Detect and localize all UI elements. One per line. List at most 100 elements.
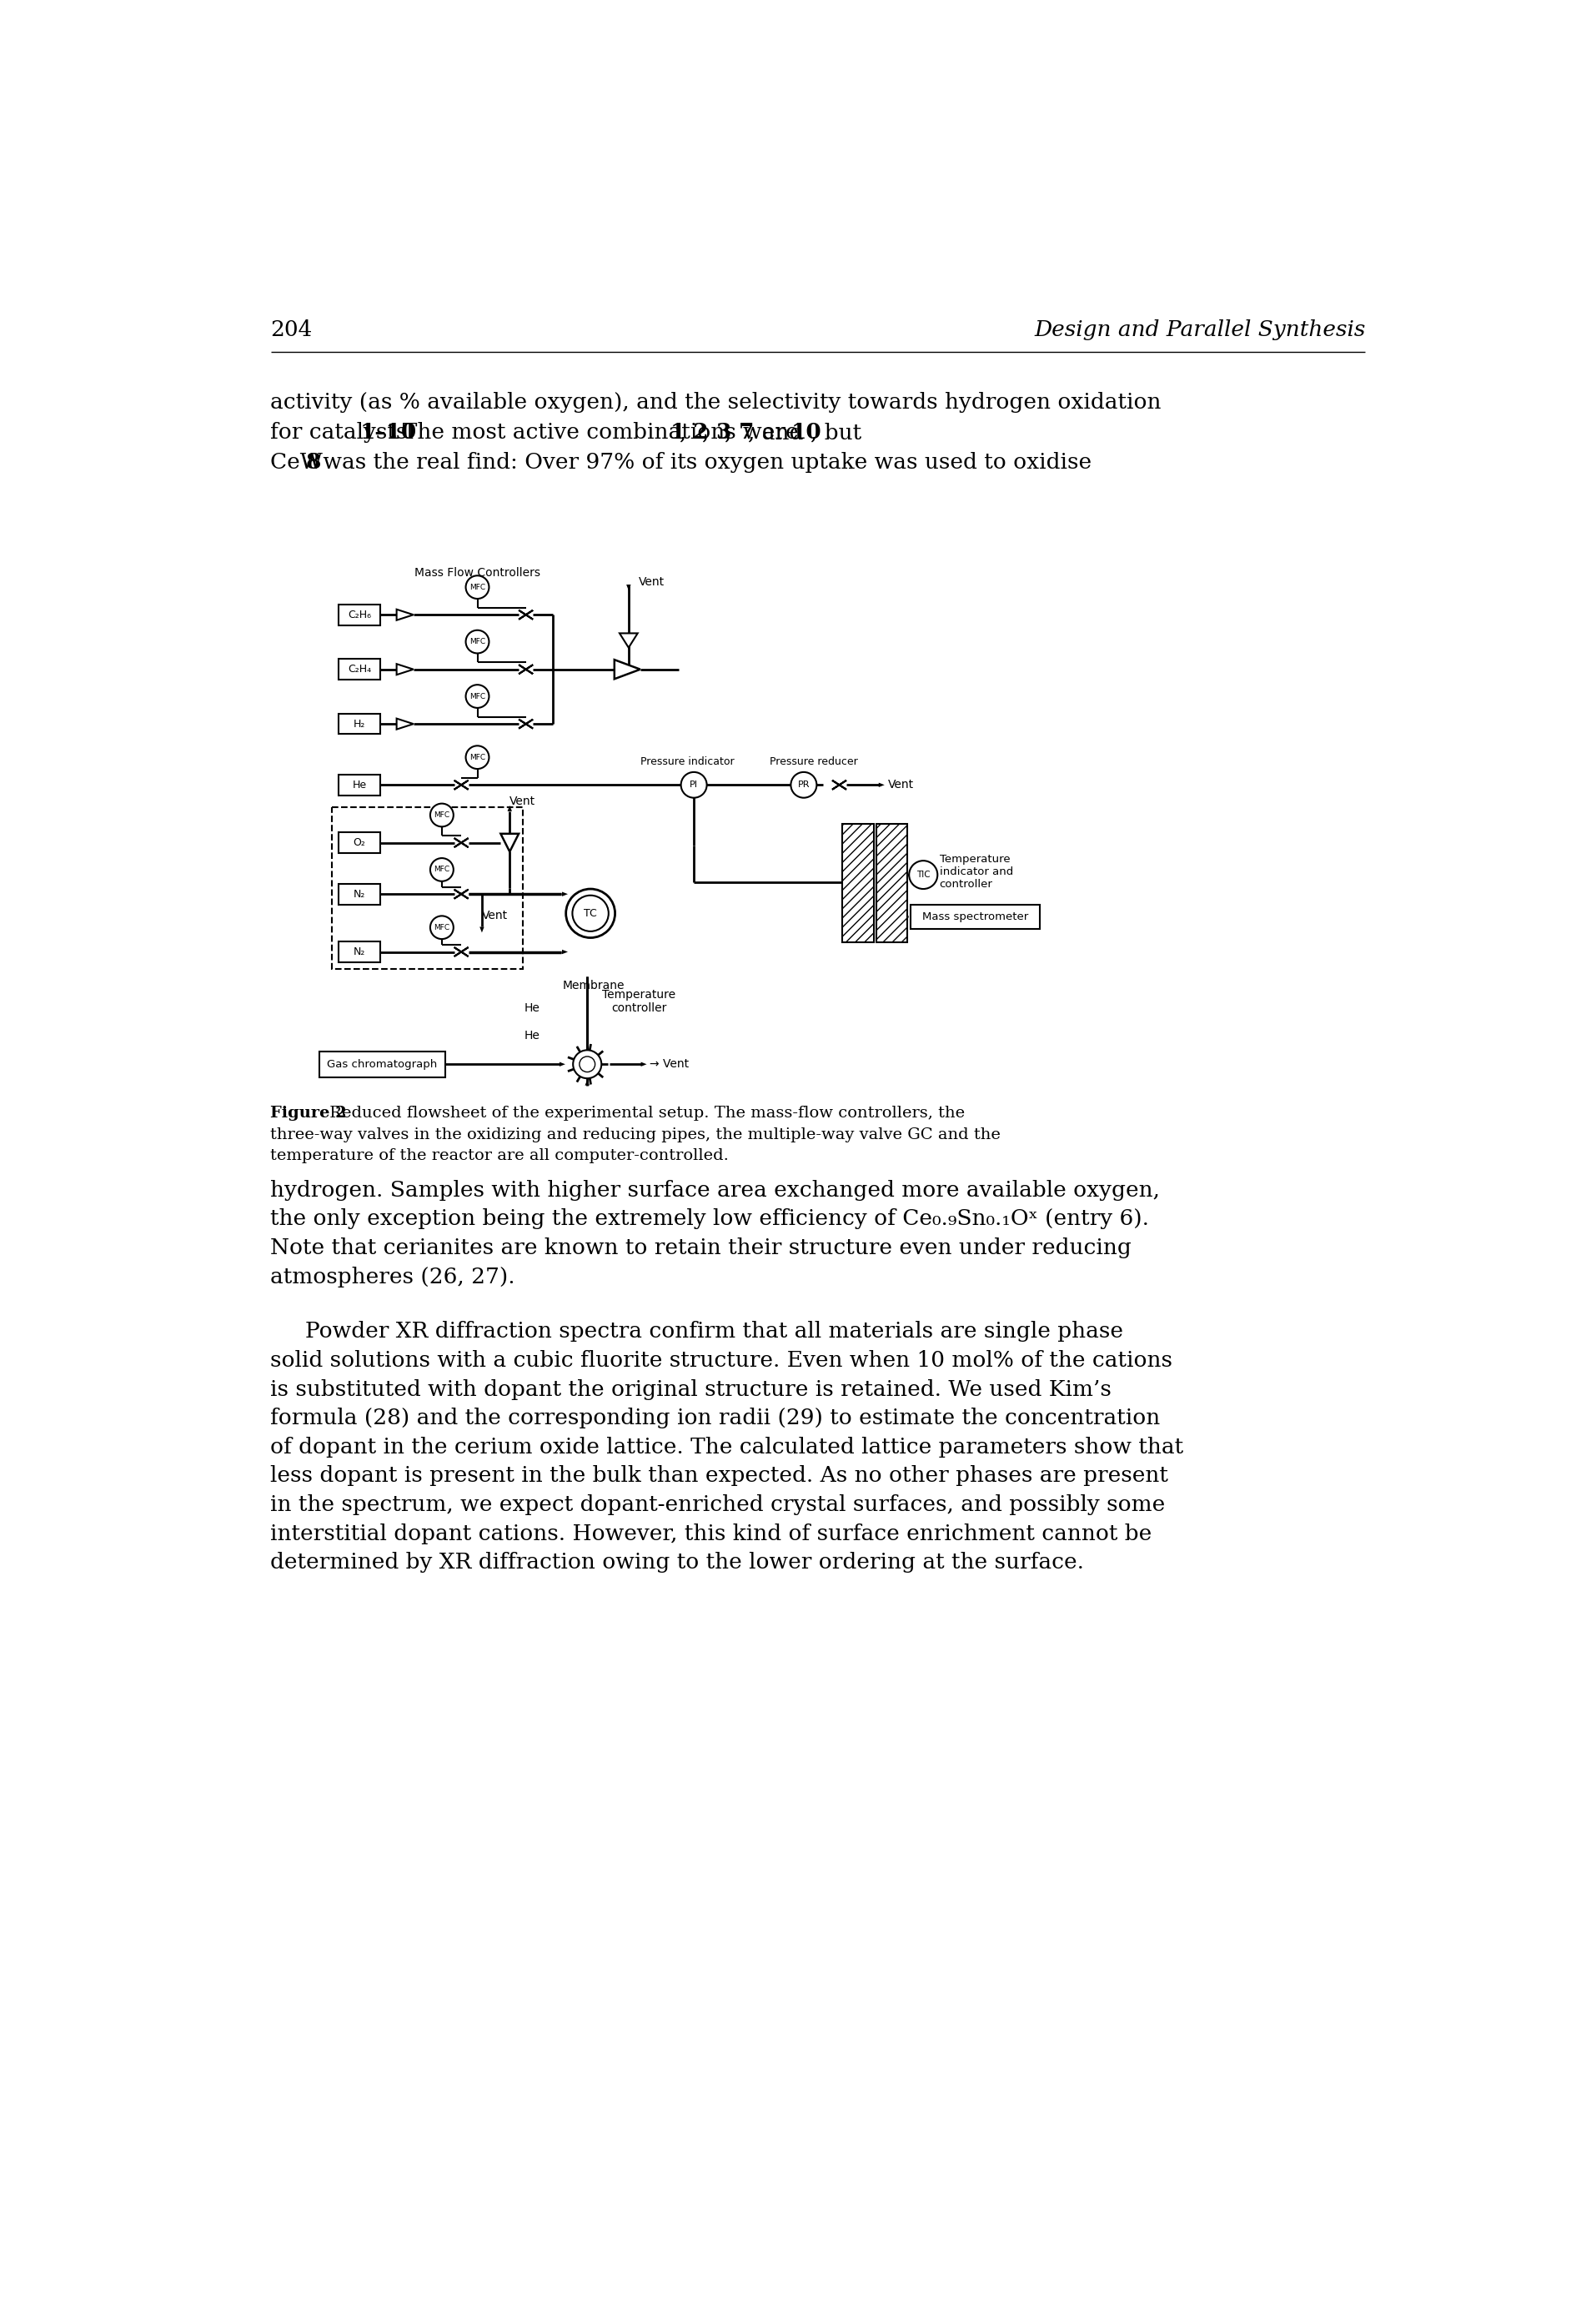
- Text: Pressure reducer: Pressure reducer: [769, 757, 857, 766]
- Text: , but: , but: [811, 421, 862, 442]
- Circle shape: [466, 629, 488, 653]
- Text: the only exception being the extremely low efficiency of Ce₀.₉Sn₀.₁Oˣ (entry 6).: the only exception being the extremely l…: [271, 1208, 1149, 1229]
- Circle shape: [466, 576, 488, 599]
- Circle shape: [573, 896, 608, 930]
- Text: TIC: TIC: [916, 870, 930, 879]
- Text: MFC: MFC: [434, 865, 450, 872]
- Text: Temperature
controller: Temperature controller: [602, 988, 675, 1014]
- Text: Pressure indicator: Pressure indicator: [640, 757, 734, 766]
- Circle shape: [431, 803, 453, 826]
- Text: less dopant is present in the bulk than expected. As no other phases are present: less dopant is present in the bulk than …: [271, 1465, 1168, 1486]
- Polygon shape: [501, 833, 519, 852]
- Text: MFC: MFC: [434, 923, 450, 930]
- Text: of dopant in the cerium oxide lattice. The calculated lattice parameters show th: of dopant in the cerium oxide lattice. T…: [271, 1437, 1184, 1458]
- Text: MFC: MFC: [469, 583, 485, 590]
- Text: 8: 8: [306, 451, 321, 472]
- Text: CeW: CeW: [271, 451, 330, 472]
- Polygon shape: [560, 1062, 565, 1067]
- Text: . The most active combinations were: . The most active combinations were: [389, 421, 806, 442]
- Polygon shape: [455, 946, 468, 956]
- Bar: [338, 775, 380, 796]
- Polygon shape: [455, 780, 468, 789]
- Text: Vent: Vent: [638, 576, 664, 588]
- Text: 7: 7: [739, 421, 753, 442]
- Bar: [338, 942, 380, 963]
- Polygon shape: [519, 664, 533, 673]
- Text: interstitial dopant cations. However, this kind of surface enrichment cannot be: interstitial dopant cations. However, th…: [271, 1523, 1152, 1543]
- Polygon shape: [455, 780, 468, 789]
- Text: temperature of the reactor are all computer-controlled.: temperature of the reactor are all compu…: [271, 1148, 729, 1164]
- Polygon shape: [562, 949, 568, 953]
- Text: → Vent: → Vent: [650, 1057, 689, 1069]
- Polygon shape: [619, 634, 638, 648]
- Polygon shape: [455, 838, 468, 847]
- Circle shape: [431, 916, 453, 939]
- Polygon shape: [455, 889, 468, 898]
- Text: Figure 2: Figure 2: [271, 1106, 346, 1120]
- Bar: [910, 905, 1039, 928]
- Polygon shape: [586, 1081, 589, 1085]
- Text: 10: 10: [792, 421, 822, 442]
- Text: MFC: MFC: [469, 692, 485, 701]
- Bar: [319, 1051, 445, 1076]
- Circle shape: [466, 685, 488, 708]
- Circle shape: [790, 773, 817, 798]
- Bar: [338, 884, 380, 905]
- Circle shape: [910, 861, 937, 889]
- Text: three-way valves in the oxidizing and reducing pipes, the multiple-way valve GC : three-way valves in the oxidizing and re…: [271, 1127, 1001, 1143]
- Polygon shape: [519, 664, 533, 673]
- Polygon shape: [396, 720, 413, 729]
- Bar: [338, 833, 380, 854]
- Text: Gas chromatograph: Gas chromatograph: [327, 1060, 437, 1069]
- Text: O₂: O₂: [353, 838, 365, 849]
- Text: for catalysts: for catalysts: [271, 421, 415, 442]
- Text: is substituted with dopant the original structure is retained. We used Kim’s: is substituted with dopant the original …: [271, 1379, 1112, 1400]
- Text: MFC: MFC: [469, 754, 485, 761]
- Text: Design and Parallel Synthesis: Design and Parallel Synthesis: [1034, 319, 1365, 340]
- Circle shape: [567, 889, 614, 937]
- Polygon shape: [614, 659, 640, 678]
- Bar: [876, 824, 907, 942]
- Polygon shape: [879, 782, 884, 787]
- Polygon shape: [519, 720, 533, 729]
- Circle shape: [431, 858, 453, 882]
- Polygon shape: [455, 946, 468, 956]
- Polygon shape: [396, 664, 413, 676]
- Text: formula (28) and the corresponding ion radii (29) to estimate the concentration: formula (28) and the corresponding ion r…: [271, 1407, 1160, 1428]
- Polygon shape: [626, 585, 630, 590]
- Polygon shape: [519, 611, 533, 620]
- Text: Vent: Vent: [509, 796, 536, 808]
- Polygon shape: [519, 611, 533, 620]
- Bar: [332, 808, 522, 970]
- Text: N₂: N₂: [353, 889, 365, 900]
- Text: Temperature
indicator and
controller: Temperature indicator and controller: [940, 854, 1013, 889]
- Text: Vent: Vent: [887, 780, 913, 791]
- Text: He: He: [525, 1002, 539, 1014]
- Text: 3: 3: [715, 421, 731, 442]
- Text: PR: PR: [798, 780, 809, 789]
- Circle shape: [681, 773, 707, 798]
- Text: TC: TC: [584, 907, 597, 919]
- Text: ,: ,: [702, 421, 717, 442]
- Text: He: He: [353, 780, 367, 791]
- Text: Membrane: Membrane: [563, 979, 624, 990]
- Text: activity (as % available oxygen), and the selectivity towards hydrogen oxidation: activity (as % available oxygen), and th…: [271, 391, 1162, 412]
- Text: H₂: H₂: [353, 720, 365, 729]
- Text: Note that cerianites are known to retain their structure even under reducing: Note that cerianites are known to retain…: [271, 1238, 1132, 1259]
- Polygon shape: [455, 889, 468, 898]
- Text: solid solutions with a cubic fluorite structure. Even when 10 mol% of the cation: solid solutions with a cubic fluorite st…: [271, 1349, 1173, 1370]
- Text: PI: PI: [689, 780, 697, 789]
- Bar: [843, 824, 873, 942]
- Text: 1: 1: [670, 421, 685, 442]
- Text: He: He: [525, 1030, 539, 1041]
- Polygon shape: [396, 609, 413, 620]
- Text: , and: , and: [749, 421, 811, 442]
- Bar: [338, 604, 380, 625]
- Text: C₂H₄: C₂H₄: [348, 664, 372, 676]
- Text: determined by XR diffraction owing to the lower ordering at the surface.: determined by XR diffraction owing to th…: [271, 1553, 1084, 1574]
- Circle shape: [579, 1057, 595, 1071]
- Text: was the real find: Over 97% of its oxygen uptake was used to oxidise: was the real find: Over 97% of its oxyge…: [316, 451, 1092, 472]
- Text: ,: ,: [725, 421, 739, 442]
- Polygon shape: [903, 914, 910, 919]
- Text: Mass Flow Controllers: Mass Flow Controllers: [415, 567, 541, 578]
